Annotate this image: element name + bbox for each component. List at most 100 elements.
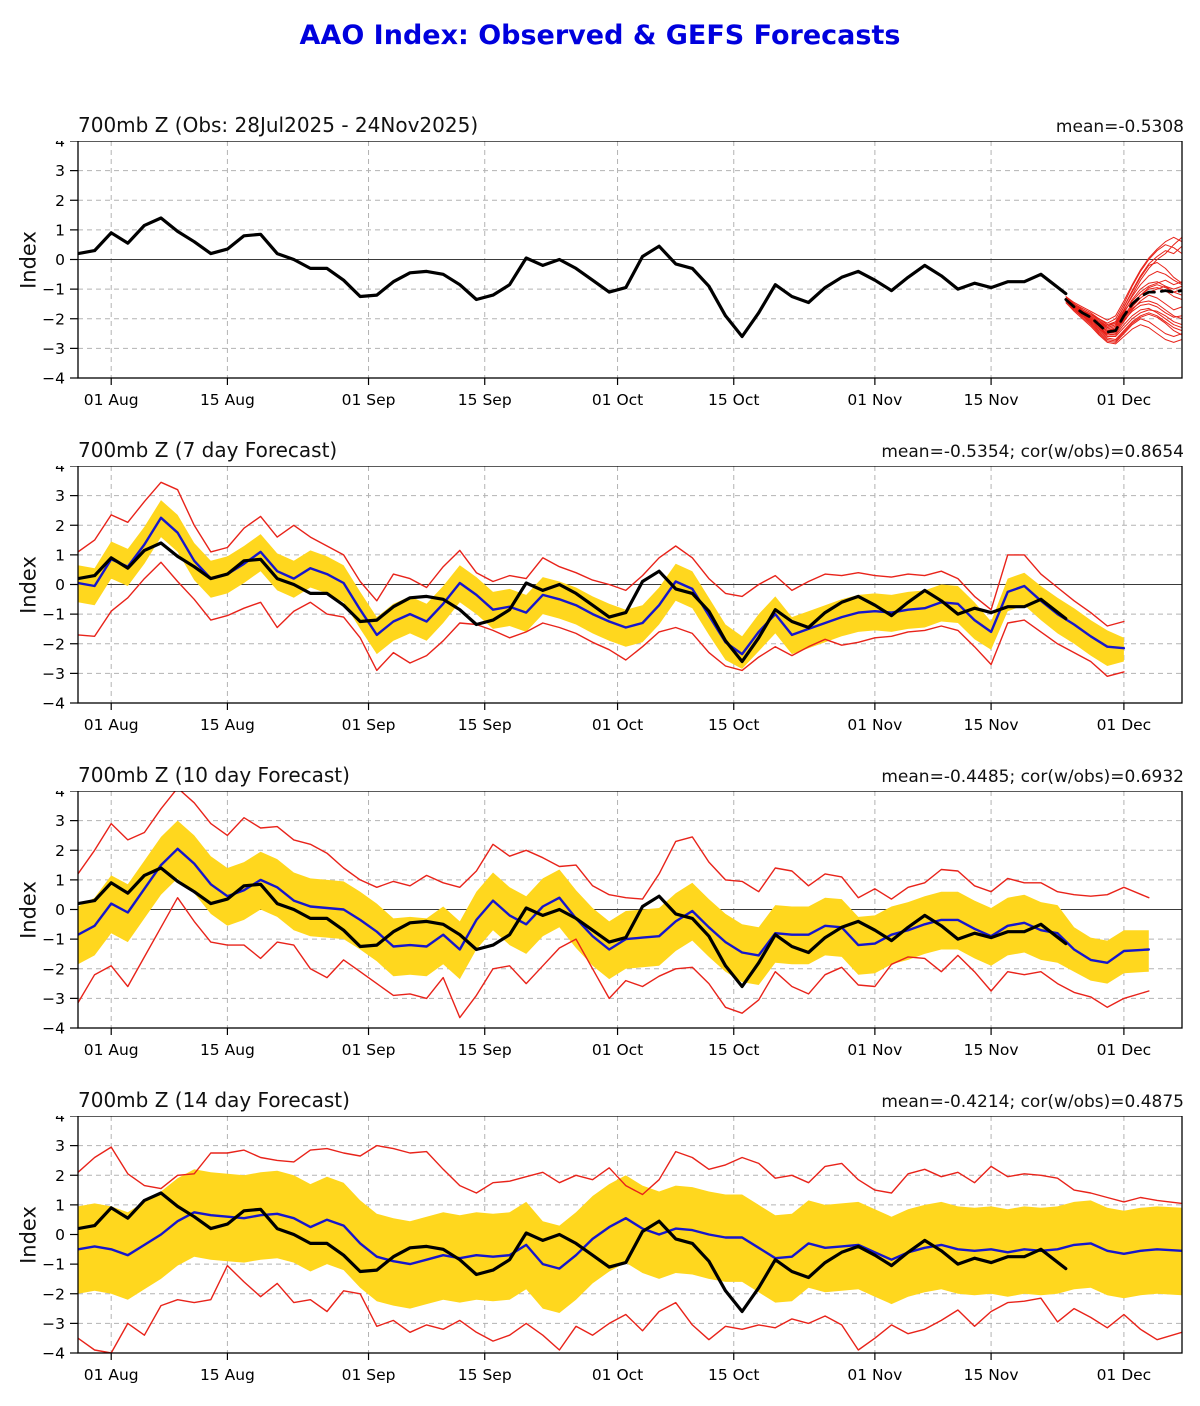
y-tick-label: −3 — [42, 1315, 65, 1333]
x-tick-label: 01 Oct — [592, 1366, 643, 1384]
x-tick-label: 01 Nov — [847, 716, 902, 734]
panel-stats: mean=-0.5354; cor(w/obs)=0.8654 — [881, 442, 1184, 462]
panel-forecast-10day: 700mb Z (10 day Forecast) mean=-0.4485; … — [0, 751, 1200, 1081]
x-tick-label: 01 Aug — [84, 1041, 139, 1059]
forecast-mean-line — [78, 516, 1126, 656]
forecast-14day-plot: 01 Aug 15 Aug 01 Sep 15 Sep 01 Oct 15 Oct 01 N… — [42, 1116, 1183, 1384]
spread-band — [78, 1169, 1182, 1313]
x-tick-label: 01 Dec — [1097, 391, 1152, 409]
x-tick-label: 15 Aug — [200, 1366, 255, 1384]
panel-title: 700mb Z (7 day Forecast) — [78, 438, 338, 462]
panel-stats: mean=-0.4214; cor(w/obs)=0.4875 — [881, 1092, 1184, 1112]
y-tick-label: −4 — [42, 1020, 65, 1038]
ensemble-envelope-upper — [78, 481, 1125, 627]
x-tick-label: 15 Nov — [964, 1041, 1019, 1059]
y-tick-label: −1 — [42, 281, 65, 299]
panel-title: 700mb Z (10 day Forecast) — [78, 763, 350, 787]
ensemble-member-line — [1065, 245, 1182, 327]
x-tick-label: 15 Sep — [458, 391, 512, 409]
y-tick-label: 2 — [55, 1167, 65, 1185]
x-tick-label: 15 Sep — [458, 716, 512, 734]
x-tick-label: 01 Nov — [847, 1041, 902, 1059]
observed-line — [78, 1191, 1068, 1314]
ensemble-mean-dashed-line — [1064, 289, 1182, 334]
panel-observed: 700mb Z (Obs: 28Jul2025 - 24Nov2025) mea… — [0, 101, 1200, 431]
x-tick-label: 15 Oct — [708, 1041, 759, 1059]
y-tick-label: 3 — [55, 812, 65, 830]
x-tick-label: 15 Oct — [708, 1366, 759, 1384]
y-tick-label: −2 — [42, 635, 65, 653]
y-tick-label: −3 — [42, 665, 65, 683]
panel-forecast-14day: 700mb Z (14 day Forecast) mean=-0.4214; … — [0, 1076, 1200, 1406]
y-tick-label: −2 — [42, 1285, 65, 1303]
y-tick-label: 2 — [55, 842, 65, 860]
panel-header: 700mb Z (Obs: 28Jul2025 - 24Nov2025) mea… — [78, 101, 1184, 137]
ensemble-member-line — [1065, 302, 1182, 345]
ensemble-envelope-lower — [78, 561, 1125, 677]
panel-stats: mean=-0.4485; cor(w/obs)=0.6932 — [881, 767, 1184, 787]
x-tick-label: 01 Oct — [592, 391, 643, 409]
y-tick-label: 0 — [55, 901, 65, 919]
ensemble-member-line — [1065, 300, 1182, 336]
ensemble-member-line — [1065, 244, 1182, 324]
y-tick-label: −1 — [42, 1256, 65, 1274]
forecast-mean-line — [78, 1211, 1182, 1270]
spread-band — [78, 500, 1124, 669]
ensemble-envelope-upper — [78, 1144, 1182, 1205]
y-tick-label: 4 — [55, 791, 65, 801]
observed-plot: 01 Aug 15 Aug 01 Sep 15 Sep 01 Oct 15 Oct 01 N… — [42, 141, 1183, 409]
x-tick-label: 15 Sep — [458, 1366, 512, 1384]
x-tick-label: 01 Sep — [342, 716, 396, 734]
y-tick-label: 4 — [55, 141, 65, 151]
y-tick-label: −1 — [42, 606, 65, 624]
x-tick-label: 01 Dec — [1097, 716, 1152, 734]
y-tick-label: −3 — [42, 340, 65, 358]
y-tick-label: −3 — [42, 990, 65, 1008]
page-title: AAO Index: Observed & GEFS Forecasts — [299, 20, 901, 51]
y-tick-label: 2 — [55, 517, 65, 535]
y-tick-label: 4 — [55, 1116, 65, 1126]
y-tick-label: 0 — [55, 251, 65, 269]
panel-header: 700mb Z (7 day Forecast) mean=-0.5354; c… — [78, 426, 1184, 462]
y-tick-label: 0 — [55, 576, 65, 594]
x-tick-label: 01 Oct — [592, 716, 643, 734]
x-tick-label: 15 Oct — [708, 716, 759, 734]
observed-line — [78, 541, 1068, 664]
x-tick-label: 15 Oct — [708, 391, 759, 409]
spread-band — [78, 820, 1149, 985]
panel-header: 700mb Z (10 day Forecast) mean=-0.4485; … — [78, 751, 1184, 787]
x-tick-label: 01 Aug — [84, 1366, 139, 1384]
y-tick-label: −4 — [42, 695, 65, 713]
ensemble-member-line — [1065, 299, 1182, 342]
forecast-10day-plot: 01 Aug 15 Aug 01 Sep 15 Sep 01 Oct 15 Oct 01 N… — [42, 791, 1183, 1059]
x-tick-label: 01 Aug — [84, 716, 139, 734]
x-tick-label: 15 Sep — [458, 1041, 512, 1059]
y-tick-label: 0 — [55, 1226, 65, 1244]
x-tick-label: 01 Aug — [84, 391, 139, 409]
ensemble-member-line — [1065, 236, 1182, 321]
y-tick-label: 4 — [55, 466, 65, 476]
x-tick-label: 01 Dec — [1097, 1366, 1152, 1384]
ensemble-member-line — [1065, 302, 1182, 343]
x-tick-label: 15 Aug — [200, 391, 255, 409]
x-tick-label: 15 Nov — [964, 1366, 1019, 1384]
panel-header: 700mb Z (14 day Forecast) mean=-0.4214; … — [78, 1076, 1184, 1112]
y-tick-label: −2 — [42, 960, 65, 978]
y-tick-label: 3 — [55, 1137, 65, 1155]
x-tick-label: 15 Nov — [964, 391, 1019, 409]
x-tick-label: 15 Aug — [200, 716, 255, 734]
x-tick-label: 01 Sep — [342, 1041, 396, 1059]
panel-forecast-7day: 700mb Z (7 day Forecast) mean=-0.5354; c… — [0, 426, 1200, 756]
observed-line — [78, 866, 1068, 989]
x-tick-label: 01 Sep — [342, 1366, 396, 1384]
ensemble-envelope-upper — [78, 791, 1150, 900]
forecast-7day-plot: 01 Aug 15 Aug 01 Sep 15 Sep 01 Oct 15 Oct 01 N… — [42, 466, 1183, 734]
x-tick-label: 15 Nov — [964, 716, 1019, 734]
panel-title: 700mb Z (Obs: 28Jul2025 - 24Nov2025) — [78, 113, 479, 137]
x-tick-label: 01 Nov — [847, 391, 902, 409]
y-tick-label: 1 — [55, 1196, 65, 1214]
y-tick-label: −4 — [42, 1345, 65, 1363]
y-tick-label: 3 — [55, 162, 65, 180]
ensemble-envelope-lower — [78, 897, 1150, 1019]
ensemble-envelope-lower — [78, 1264, 1182, 1353]
